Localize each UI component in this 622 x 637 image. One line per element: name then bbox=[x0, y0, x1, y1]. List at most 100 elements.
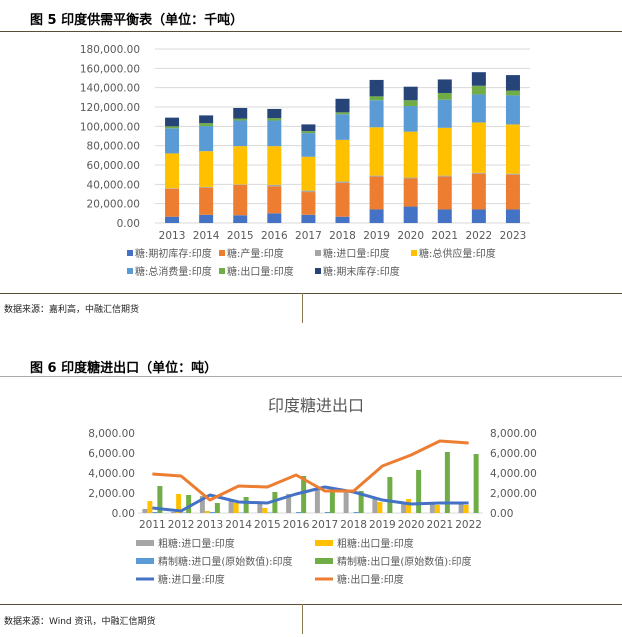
x-tick-label: 2021 bbox=[431, 230, 458, 242]
y-tick-label-left: 2,000.00 bbox=[88, 488, 135, 500]
bar bbox=[214, 503, 220, 513]
bar bbox=[199, 496, 205, 513]
bar bbox=[286, 494, 292, 513]
bar bbox=[406, 499, 412, 513]
bar-segment bbox=[505, 209, 520, 223]
bar bbox=[353, 512, 359, 513]
x-tick-label: 2018 bbox=[329, 230, 356, 242]
bar bbox=[243, 497, 249, 513]
bar-segment bbox=[165, 153, 180, 189]
x-tick-label: 2012 bbox=[168, 519, 195, 531]
legend-swatch bbox=[127, 250, 133, 256]
bar-segment bbox=[233, 146, 248, 185]
x-tick-label: 2017 bbox=[295, 230, 322, 242]
bar bbox=[152, 512, 158, 513]
bar bbox=[429, 503, 435, 513]
bar-segment bbox=[199, 151, 214, 187]
bar-segment bbox=[369, 176, 384, 210]
bar-segment bbox=[233, 107, 248, 119]
x-tick-label: 2015 bbox=[254, 519, 281, 531]
bar-segment bbox=[369, 209, 384, 223]
legend-label: 糖:总消费量:印度 bbox=[135, 265, 212, 278]
bar-segment bbox=[403, 106, 418, 132]
legend-label: 糖:进口量:印度 bbox=[323, 247, 390, 260]
bar bbox=[387, 477, 393, 513]
bar bbox=[233, 503, 239, 513]
bar-segment bbox=[505, 90, 520, 96]
bar-segment bbox=[403, 178, 418, 207]
y-tick-label: 160,000.00 bbox=[80, 63, 140, 75]
legend-swatch bbox=[411, 250, 417, 256]
bar-segment bbox=[437, 175, 452, 177]
bar-segment bbox=[199, 214, 214, 223]
y-tick-label: 40,000.00 bbox=[87, 179, 140, 191]
bar-segment bbox=[505, 95, 520, 125]
bar bbox=[238, 512, 244, 513]
bar-segment bbox=[437, 92, 452, 100]
bar-segment bbox=[165, 126, 180, 129]
legend-swatch bbox=[315, 268, 321, 274]
bar bbox=[171, 512, 177, 513]
figure-6-source: 数据来源：Wind 资讯，中融汇信期货 bbox=[4, 617, 156, 627]
bar bbox=[458, 503, 464, 513]
bar-segment bbox=[335, 182, 350, 217]
legend-label: 糖:进口量:印度 bbox=[158, 573, 225, 586]
bar-segment bbox=[233, 184, 248, 216]
x-tick-label: 2015 bbox=[227, 230, 254, 242]
legend-label: 精制糖:进口量(原始数值):印度 bbox=[158, 555, 293, 568]
bar-segment bbox=[165, 188, 180, 217]
bar bbox=[228, 500, 234, 513]
bar bbox=[142, 509, 148, 513]
bar-segment bbox=[335, 139, 350, 182]
legend-swatch bbox=[315, 558, 333, 564]
bar bbox=[157, 486, 163, 513]
x-tick-label: 2017 bbox=[312, 519, 339, 531]
bar-segment bbox=[505, 174, 520, 210]
bar bbox=[358, 491, 364, 513]
x-tick-label: 2022 bbox=[465, 230, 492, 242]
legend-label: 糖:期末库存:印度 bbox=[323, 265, 400, 278]
x-tick-label: 2019 bbox=[363, 230, 390, 242]
bar-segment bbox=[199, 126, 214, 152]
legend-swatch bbox=[136, 540, 154, 546]
legend-label: 糖:期初库存:印度 bbox=[135, 247, 212, 260]
bar-segment bbox=[403, 100, 418, 107]
figure-6-caption: 图 6 印度糖进出口（单位：吨） bbox=[30, 361, 218, 376]
bar bbox=[257, 503, 263, 513]
legend-swatch bbox=[315, 250, 321, 256]
legend-label: 糖:总供应量:印度 bbox=[419, 247, 496, 260]
bar-segment bbox=[233, 215, 248, 223]
legend-swatch bbox=[136, 558, 154, 564]
divider bbox=[0, 376, 622, 377]
x-tick-label: 2020 bbox=[397, 230, 424, 242]
bar bbox=[401, 503, 407, 513]
figure-5-caption: 图 5 印度供需平衡表（单位：千吨） bbox=[30, 13, 244, 28]
bar-segment bbox=[505, 75, 520, 91]
bar-segment bbox=[369, 127, 384, 176]
bar-segment bbox=[403, 86, 418, 101]
bar-segment bbox=[267, 146, 282, 185]
bar-segment bbox=[437, 176, 452, 210]
bar bbox=[147, 501, 153, 513]
bar-segment bbox=[335, 112, 350, 115]
x-tick-label: 2020 bbox=[398, 519, 425, 531]
bar-segment bbox=[369, 100, 384, 128]
x-tick-label: 2013 bbox=[159, 230, 186, 242]
bar-segment bbox=[437, 99, 452, 128]
legend-label: 糖:出口量:印度 bbox=[227, 265, 294, 278]
bar-segment bbox=[233, 118, 248, 121]
y-tick-label: 140,000.00 bbox=[80, 83, 140, 95]
y-tick-label: 180,000.00 bbox=[80, 44, 140, 56]
bar-segment bbox=[301, 156, 316, 191]
bar-segment bbox=[437, 79, 452, 93]
bar-segment bbox=[267, 184, 282, 187]
bar bbox=[301, 476, 307, 513]
y-tick-label: 100,000.00 bbox=[80, 121, 140, 133]
x-tick-label: 2018 bbox=[340, 519, 367, 531]
bar bbox=[463, 505, 469, 513]
x-tick-label: 2016 bbox=[283, 519, 310, 531]
x-tick-label: 2021 bbox=[427, 519, 454, 531]
bar-segment bbox=[471, 122, 486, 173]
bar-segment bbox=[369, 175, 384, 177]
bar-segment bbox=[369, 79, 384, 97]
